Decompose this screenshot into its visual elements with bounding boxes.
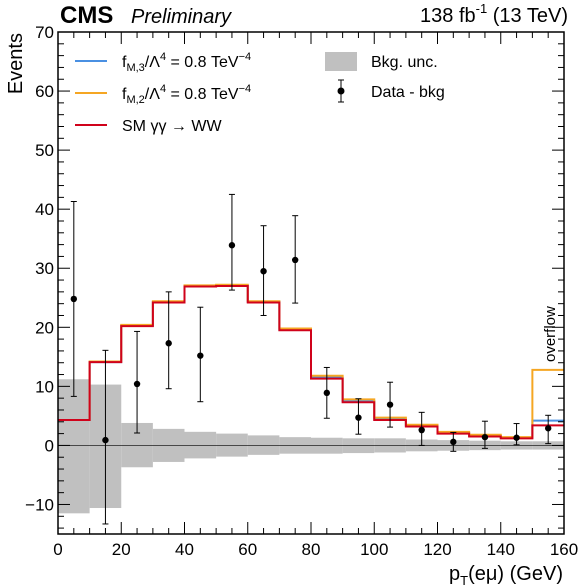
lumi-label: 138 fb-1 (13 TeV) bbox=[420, 1, 568, 27]
y-tick-label: 10 bbox=[35, 377, 54, 396]
x-tick-label: 120 bbox=[423, 540, 451, 559]
legend: fM,3/Λ4 = 0.8 TeV−4 fM,2/Λ4 = 0.8 TeV−4 … bbox=[75, 51, 445, 135]
data-point bbox=[133, 330, 141, 434]
overflow-annotation: overflow bbox=[542, 306, 559, 362]
data-point bbox=[450, 431, 457, 452]
data-point bbox=[228, 193, 236, 291]
data-point bbox=[102, 349, 109, 525]
data-point bbox=[513, 423, 520, 446]
legend-label-data: Data - bkg bbox=[371, 84, 445, 101]
data-point bbox=[260, 225, 267, 316]
y-tick-label: 70 bbox=[35, 23, 54, 42]
data-marker bbox=[355, 414, 362, 421]
y-tick-label: 0 bbox=[45, 436, 54, 455]
series-layer bbox=[58, 283, 564, 440]
data-marker bbox=[386, 401, 394, 408]
bkg-unc-bin bbox=[58, 379, 90, 514]
data-marker bbox=[197, 352, 204, 359]
data-marker bbox=[260, 267, 267, 275]
data-marker bbox=[133, 380, 141, 388]
data-point bbox=[70, 200, 78, 397]
data-point bbox=[291, 215, 299, 304]
legend-label-sm: SM γγ → WW bbox=[122, 118, 222, 135]
data-point bbox=[323, 366, 331, 419]
axes: 0 20 40 60 80 100 120 140 160 −10 0 10 20 30 40 50 60 70 bbox=[25, 23, 578, 559]
legend-label-fm2: fM,2/Λ4 = 0.8 TeV−4 bbox=[122, 83, 251, 106]
y-tick-label: 50 bbox=[35, 141, 54, 160]
data-point bbox=[355, 398, 362, 435]
data-marker bbox=[70, 295, 78, 303]
data-marker bbox=[165, 340, 172, 347]
data-point bbox=[197, 306, 204, 403]
series-2-line bbox=[58, 284, 564, 440]
legend-swatch-bkg bbox=[325, 52, 357, 71]
data-marker bbox=[228, 242, 236, 249]
data-marker bbox=[323, 389, 331, 397]
data-marker bbox=[544, 425, 552, 432]
data-marker bbox=[418, 426, 425, 434]
x-tick-label: 100 bbox=[360, 540, 388, 559]
x-tick-label: 160 bbox=[550, 540, 578, 559]
data-point bbox=[544, 414, 552, 445]
data-marker bbox=[450, 438, 457, 446]
legend-label-fm3: fM,3/Λ4 = 0.8 TeV−4 bbox=[122, 51, 251, 74]
data-point bbox=[165, 291, 172, 390]
y-tick-label: −10 bbox=[25, 495, 54, 514]
y-tick-label: 40 bbox=[35, 200, 54, 219]
data-marker bbox=[102, 436, 109, 444]
data-point bbox=[418, 411, 425, 446]
x-tick-label: 40 bbox=[175, 540, 194, 559]
data-points bbox=[70, 193, 552, 525]
x-axis-title: pT(eμ) (GeV) bbox=[449, 563, 563, 585]
bkg-unc-band bbox=[58, 379, 564, 514]
data-marker bbox=[513, 434, 520, 441]
y-tick-label: 60 bbox=[35, 82, 54, 101]
y-tick-label: 20 bbox=[35, 318, 54, 337]
legend-swatch-data-marker bbox=[337, 87, 345, 95]
experiment-label: CMS bbox=[60, 2, 113, 29]
data-point bbox=[481, 420, 489, 449]
data-marker bbox=[481, 433, 489, 441]
x-tick-label: 0 bbox=[53, 540, 62, 559]
status-label: Preliminary bbox=[131, 6, 232, 28]
x-tick-label: 140 bbox=[487, 540, 515, 559]
y-tick-label: 30 bbox=[35, 259, 54, 278]
legend-label-bkg: Bkg. unc. bbox=[371, 54, 438, 71]
x-tick-label: 20 bbox=[112, 540, 131, 559]
x-tick-label: 80 bbox=[302, 540, 321, 559]
x-tick-label: 60 bbox=[238, 540, 257, 559]
data-marker bbox=[291, 256, 299, 264]
data-point bbox=[386, 381, 394, 428]
y-axis-title: Events bbox=[5, 33, 27, 94]
